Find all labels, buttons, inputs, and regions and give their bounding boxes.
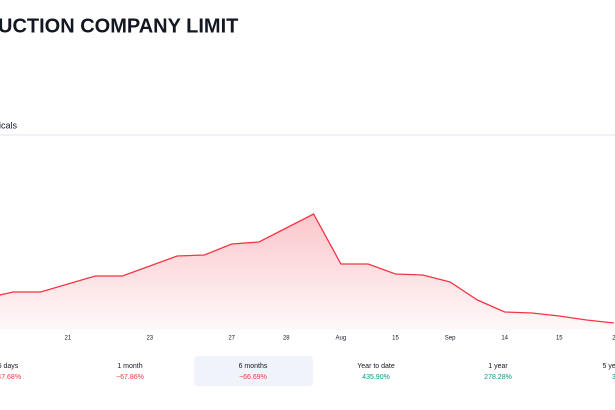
x-tick-label: 2	[612, 336, 615, 342]
periods: 5 days -47.68% 1 month −67.86% 6 months −66.6…	[0, 363, 615, 381]
tab[interactable]: icals	[0, 120, 18, 130]
price-line	[0, 213, 614, 324]
x-tick-label: Sep	[445, 336, 456, 342]
period-change: −67.86%	[116, 374, 144, 381]
x-tick-label: 14	[501, 336, 508, 342]
period-change: 435.90%	[362, 374, 390, 381]
chart: 21 23 27 28 Aug 15 Sep 14 15 2	[0, 213, 615, 342]
period-label[interactable]: 6 months	[239, 363, 268, 370]
x-tick-label: 23	[146, 336, 153, 342]
period-label[interactable]: 1 month	[117, 363, 142, 370]
period-label[interactable]: Year to date	[357, 363, 395, 370]
period-label[interactable]: 5 days	[0, 363, 19, 370]
x-tick-label: 28	[283, 336, 290, 342]
period-change: 3	[612, 374, 615, 381]
x-tick-label: Aug	[336, 336, 347, 342]
x-tick-label: 15	[556, 336, 563, 342]
x-tick-label: 21	[65, 336, 72, 342]
period-change: -47.68%	[0, 374, 21, 381]
x-tick-label: 15	[392, 336, 399, 342]
area-fill	[0, 214, 614, 330]
period-label[interactable]: 1 year	[488, 363, 508, 370]
page-title: UCTION COMPANY LIMIT	[0, 15, 238, 37]
period-label[interactable]: 5 years	[603, 363, 615, 370]
period-change: 278.28%	[484, 374, 512, 381]
period-change: −66.69%	[239, 374, 267, 381]
selected-period-bg	[194, 356, 313, 386]
x-tick-label: 27	[228, 336, 235, 342]
